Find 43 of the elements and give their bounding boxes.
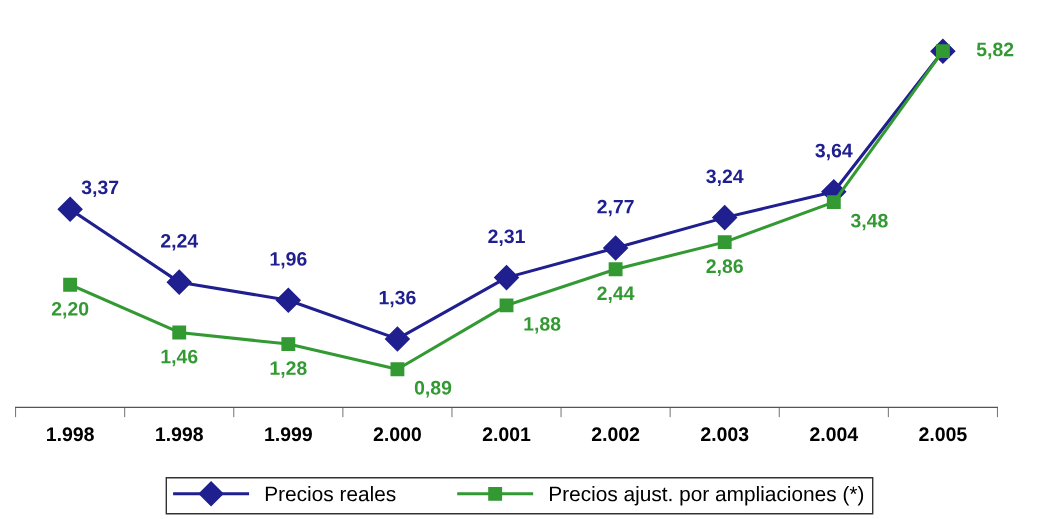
data-label: 2,77 (597, 199, 634, 217)
point (608, 262, 623, 277)
data-label: 1,36 (379, 290, 416, 308)
point (63, 277, 78, 292)
x-tick-label: 2.004 (810, 427, 859, 442)
point (603, 235, 629, 261)
data-label: 3,24 (706, 169, 744, 187)
point (717, 235, 732, 250)
data-label: 1,28 (270, 361, 307, 378)
data-label: 1,46 (161, 349, 198, 367)
x-tick-label: 1.998 (47, 427, 94, 442)
point (499, 298, 514, 313)
point (826, 195, 841, 210)
data-label: 2,31 (488, 229, 525, 247)
x-tick-label: 1.999 (265, 427, 312, 442)
point (384, 326, 410, 352)
data-label: 1,88 (524, 316, 561, 334)
data-label: 5,82 (976, 42, 1014, 60)
x-tick-label: 2.001 (482, 427, 531, 442)
data-label: 3,64 (815, 143, 853, 161)
data-label: 2,24 (160, 233, 199, 251)
data-label: 2,44 (597, 286, 635, 303)
x-tick-label: 2.003 (701, 427, 749, 442)
data-label: 2,86 (706, 259, 743, 276)
data-label: 2,20 (51, 301, 89, 319)
data-label: 3,37 (81, 180, 119, 198)
point (172, 325, 187, 340)
data-label: 1,96 (270, 252, 307, 269)
data-label: 3,48 (850, 213, 888, 231)
x-tick-label: 2.002 (591, 427, 640, 442)
point (57, 196, 83, 222)
point (281, 337, 296, 352)
legend-label: Precios ajust. por ampliaciones (*) (550, 486, 864, 506)
x-tick-label: 2.000 (373, 427, 421, 442)
point (275, 287, 301, 313)
point (390, 362, 405, 377)
legend-label: Precios reales (265, 486, 396, 502)
point (494, 265, 519, 291)
point (166, 269, 192, 295)
x-tick-label: 2.005 (919, 427, 967, 442)
point (712, 205, 738, 231)
data-label: 0,89 (414, 380, 452, 398)
x-tick-label: 1.998 (156, 427, 203, 442)
